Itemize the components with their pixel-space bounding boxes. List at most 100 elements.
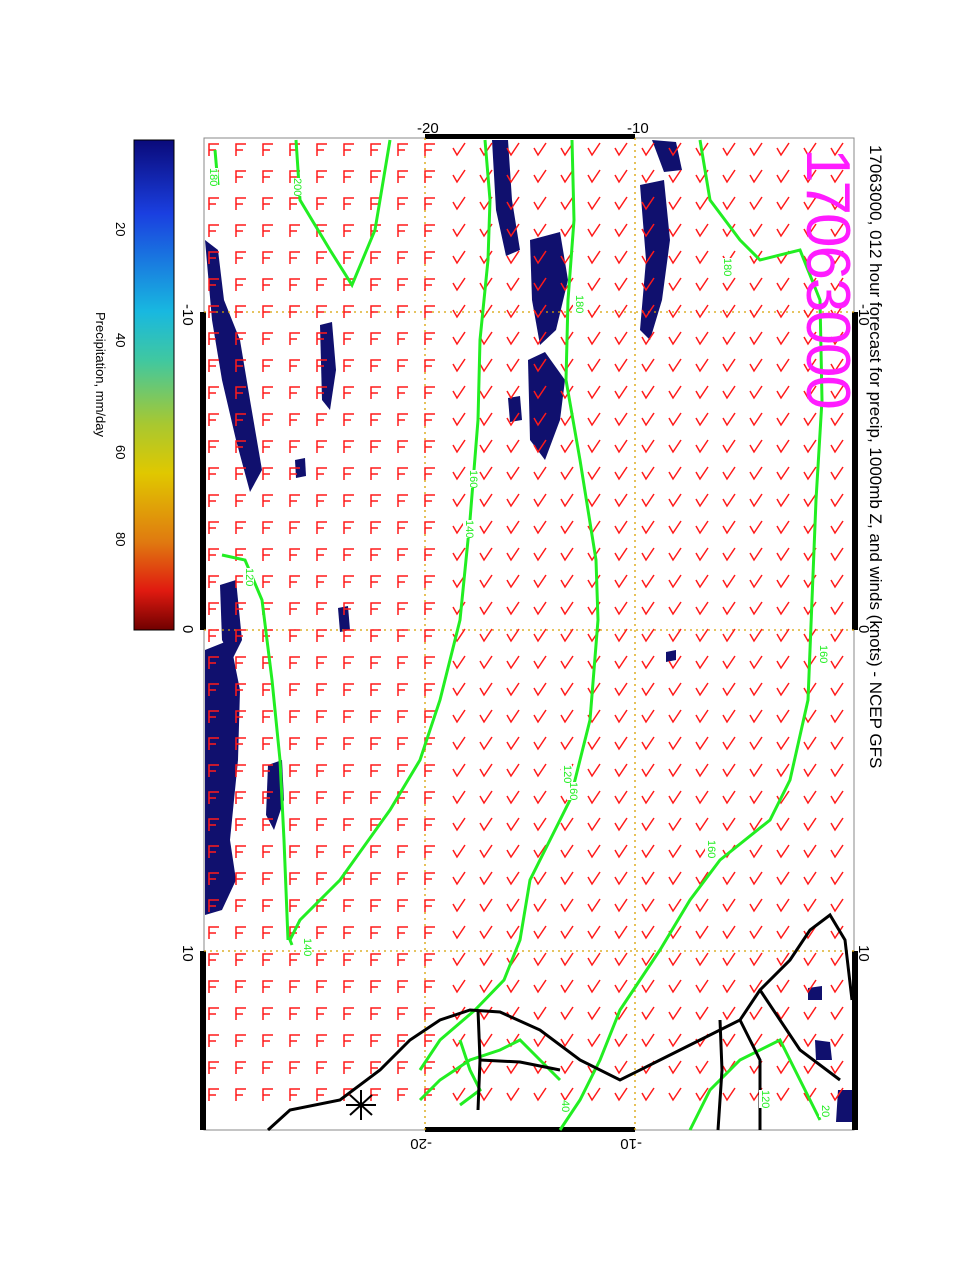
wind-barb [614,844,628,859]
wind-barb [506,169,520,184]
wind-barb [397,1061,408,1074]
wind-barb [289,305,300,318]
wind-barb [479,817,493,832]
wind-barb [506,142,520,157]
wind-barb [830,952,844,967]
wind-barb [668,466,682,481]
wind-barb [370,413,381,426]
date-stamp: 17063000 [793,148,862,408]
wind-barb [614,817,628,832]
wind-barb [343,386,354,399]
wind-barb [587,547,601,562]
wind-barb [208,494,219,507]
wind-barb [614,250,628,265]
contour-label: 20 [819,1105,831,1118]
wind-barb [316,926,327,939]
wind-barb [235,683,246,696]
wind-barb [722,574,736,589]
wind-barb [533,952,547,967]
wind-barb [749,493,763,508]
wind-barb [316,170,327,183]
wind-barb [506,682,520,697]
contour-label: 120 [759,1090,771,1109]
wind-barb [452,169,466,184]
wind-barb [397,710,408,723]
wind-barb [316,1007,327,1020]
wind-barb [560,520,574,535]
wind-barb [506,871,520,886]
wind-barb [452,817,466,832]
wind-barb [506,844,520,859]
wind-barb [668,709,682,724]
wind-barb [587,412,601,427]
wind-barb [424,332,435,345]
wind-barb [208,305,219,318]
wind-barb [343,170,354,183]
wind-barb [587,358,601,373]
wind-barb [587,196,601,211]
wind-barb [776,979,790,994]
wind-barb [235,359,246,372]
wind-barb [776,547,790,562]
wind-barb [370,899,381,912]
wind-barb [208,737,219,750]
wind-barb [695,952,709,967]
lon-bottom-label-2: -10 [620,1135,642,1152]
wind-barb [695,520,709,535]
wind-barb [235,980,246,993]
wind-barb [208,1088,219,1101]
wind-barb [397,332,408,345]
wind-barb [479,979,493,994]
wind-barb [830,142,844,157]
wind-barb [479,493,493,508]
wind-barb [506,817,520,832]
wind-barb [479,655,493,670]
wind-barb [587,817,601,832]
wind-barb [506,277,520,292]
wind-barb [289,224,300,237]
wind-barb [803,412,817,427]
wind-barb [289,278,300,291]
wind-barb [587,223,601,238]
wind-barb [262,872,273,885]
wind-barb [614,169,628,184]
wind-barb [370,953,381,966]
wind-barb [343,1061,354,1074]
wind-barb [397,548,408,561]
wind-barb [587,871,601,886]
wind-barb [370,440,381,453]
wind-barb [614,790,628,805]
wind-barb [803,925,817,940]
colorbar-tick-40: 40 [113,333,128,348]
wind-barb [695,709,709,724]
wind-barb [776,871,790,886]
wind-barb [830,358,844,373]
wind-barb [424,440,435,453]
wind-barb [587,736,601,751]
wind-barb [695,628,709,643]
wind-barb [803,358,817,373]
wind-barb [749,925,763,940]
wind-barb [776,520,790,535]
wind-barb [479,871,493,886]
wind-barb [668,439,682,454]
wind-barb [803,250,817,265]
wind-barb [749,817,763,832]
wind-barb [533,898,547,913]
wind-barb [533,223,547,238]
wind-barb [343,359,354,372]
wind-barb [208,656,219,669]
wind-barb [533,169,547,184]
wind-barb [208,467,219,480]
wind-barb [289,1061,300,1074]
wind-barb [424,386,435,399]
wind-barb [397,818,408,831]
wind-barb [452,709,466,724]
wind-barb [289,899,300,912]
wind-barb [560,628,574,643]
wind-barb [316,386,327,399]
wind-barb [560,682,574,697]
wind-barb [424,251,435,264]
wind-barb [235,1034,246,1047]
wind-barb [776,223,790,238]
